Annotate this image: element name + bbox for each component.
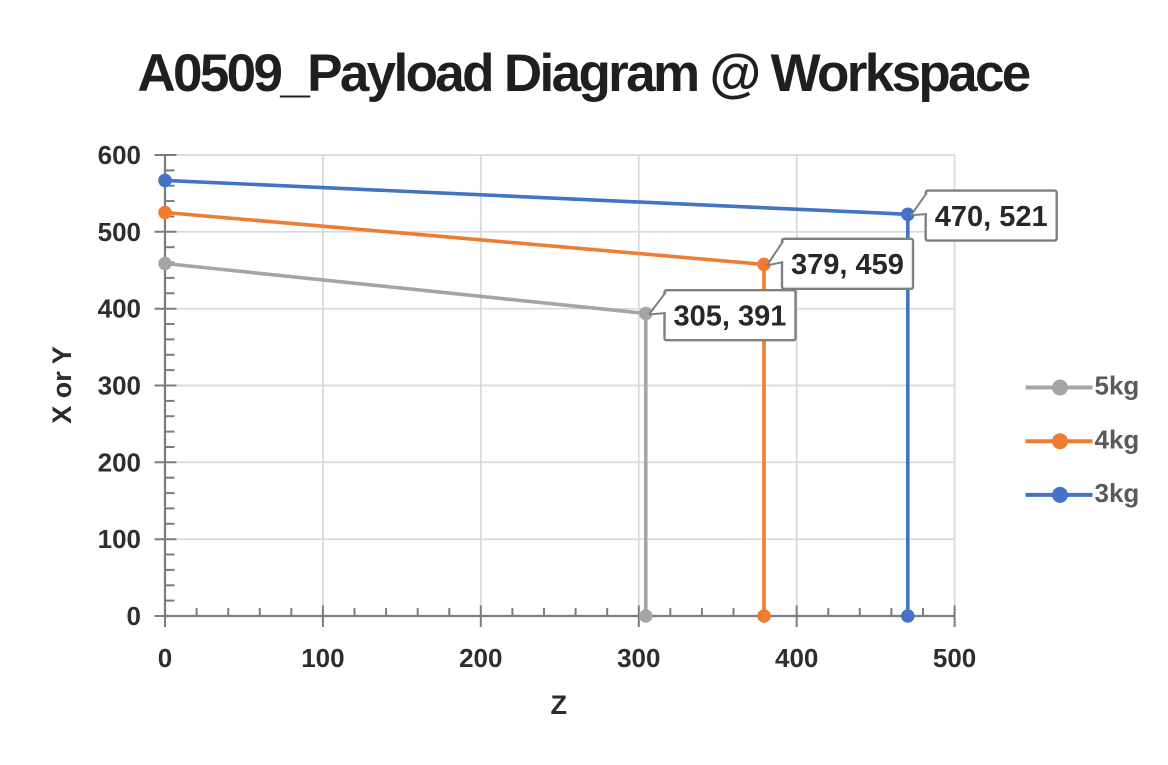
svg-text:400: 400 [775,643,818,673]
svg-text:A0509_Payload Diagram @ Worksp: A0509_Payload Diagram @ Workspace [137,44,1029,103]
svg-text:100: 100 [301,643,344,673]
svg-text:300: 300 [617,643,660,673]
svg-text:5kg: 5kg [1095,371,1140,401]
svg-text:0: 0 [158,643,172,673]
svg-text:100: 100 [98,524,141,554]
svg-text:200: 200 [98,447,141,477]
svg-text:Z: Z [550,690,567,720]
svg-text:600: 600 [98,140,141,170]
svg-text:300: 300 [98,371,141,401]
svg-text:4kg: 4kg [1095,424,1140,454]
svg-text:470, 521: 470, 521 [935,201,1048,233]
svg-text:500: 500 [933,643,976,673]
svg-text:379, 459: 379, 459 [791,249,904,281]
svg-text:3kg: 3kg [1095,478,1140,508]
svg-text:X or Y: X or Y [47,346,77,424]
svg-text:400: 400 [98,294,141,324]
svg-text:0: 0 [127,601,141,631]
svg-text:305, 391: 305, 391 [674,301,787,333]
svg-text:500: 500 [98,217,141,247]
svg-text:200: 200 [459,643,502,673]
